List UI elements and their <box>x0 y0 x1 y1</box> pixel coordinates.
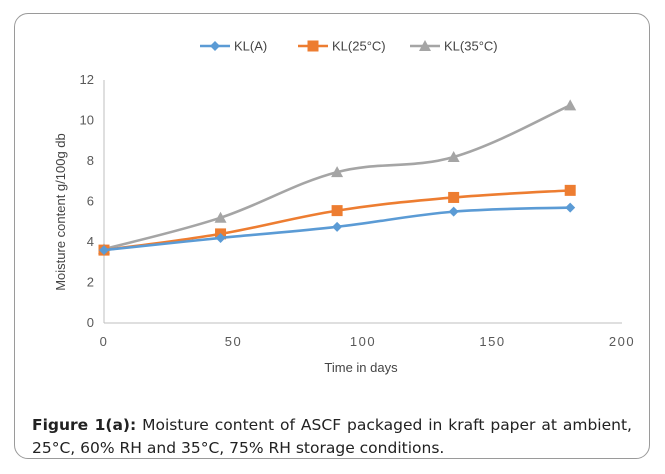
x-tick-label: 0 <box>100 334 109 349</box>
caption-text: Moisture content of ASCF packaged in kra… <box>32 416 632 457</box>
x-tick-label: 100 <box>350 334 376 349</box>
data-point <box>332 221 343 232</box>
data-point <box>564 184 576 196</box>
y-tick-label: 0 <box>87 315 94 330</box>
series-line <box>103 189 571 252</box>
legend-marker <box>307 40 319 52</box>
moisture-line-chart: 0 2 4 6 8 10 12 0 50 100 150 200 KL(A) KL(25°C) KL(35… <box>53 39 635 376</box>
y-tick-label: 4 <box>87 234 94 249</box>
data-point <box>448 206 459 217</box>
figure-frame <box>14 13 650 459</box>
y-axis-label: Moisture content g/100g db <box>53 133 68 291</box>
y-tick-label: 2 <box>87 275 94 290</box>
x-tick-label: 200 <box>609 334 635 349</box>
legend-marker <box>419 40 431 51</box>
chart-axes <box>103 80 622 324</box>
data-point <box>447 150 460 162</box>
data-point <box>215 232 226 243</box>
legend-label: KL(A) <box>234 39 267 54</box>
x-axis-label: Time in days <box>324 360 398 375</box>
x-tick-label: 50 <box>225 334 242 349</box>
data-point <box>99 245 109 256</box>
data-point <box>448 191 460 203</box>
y-tick-label: 10 <box>80 113 94 128</box>
legend-label: KL(25°C) <box>332 39 386 54</box>
data-point <box>565 202 576 213</box>
data-point <box>331 166 344 178</box>
y-tick-label: 12 <box>80 72 94 87</box>
y-tick-label: 8 <box>87 153 94 168</box>
figure-caption: Figure 1(a): Moisture content of ASCF pa… <box>32 414 632 460</box>
data-point <box>564 99 577 111</box>
data-point <box>331 205 343 217</box>
y-tick-label: 6 <box>87 194 94 209</box>
x-tick-label: 150 <box>479 334 505 349</box>
data-point <box>214 211 227 223</box>
legend-label: KL(35°C) <box>444 39 498 54</box>
chart-series <box>98 99 577 256</box>
caption-label: Figure 1(a): <box>32 416 137 434</box>
chart-legend: KL(A) KL(25°C) KL(35°C) <box>200 39 498 54</box>
legend-marker <box>210 41 220 51</box>
chart-ticks: 0 2 4 6 8 10 12 0 50 100 150 200 <box>80 72 635 349</box>
